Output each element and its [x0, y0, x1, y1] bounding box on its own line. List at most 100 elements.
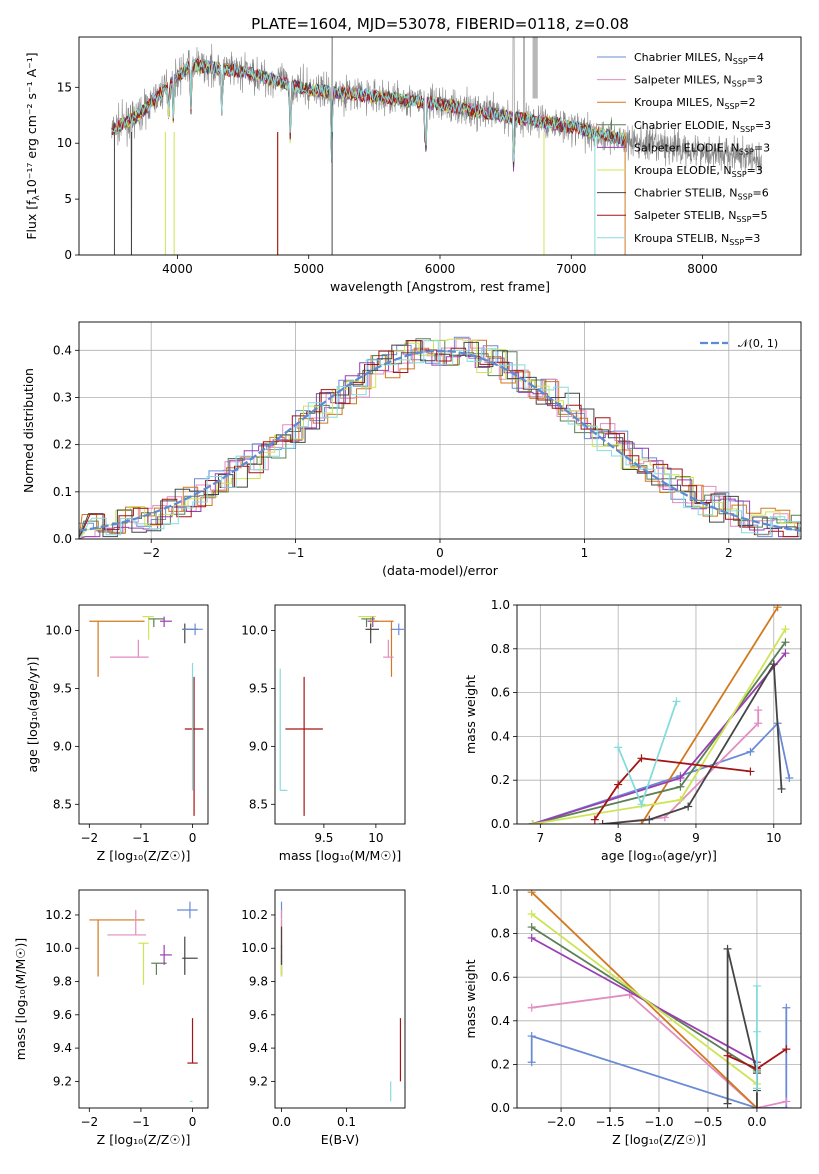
y-tick-label: 0 — [64, 248, 72, 262]
x-tick-label: −2 — [142, 546, 160, 560]
axes-frame — [516, 889, 802, 1109]
legend-label-main: Salpeter STELIB, N — [634, 209, 736, 222]
y-tick-label: 9.2 — [249, 1074, 268, 1088]
marker-kroupa_elodie — [528, 820, 537, 824]
legend-normal-label: 𝒩(0, 1) — [738, 337, 778, 350]
marker-salpeter_elodie — [676, 774, 685, 783]
x-tick-label: 9.5 — [314, 831, 333, 845]
legend-label-sub: SSP — [736, 215, 751, 224]
legend-label: Kroupa ELODIE, NSSP=3 — [634, 164, 763, 179]
x-tick-label: 4000 — [162, 262, 193, 276]
x-tick-label: 8000 — [687, 262, 718, 276]
legend-label-sub: SSP — [732, 80, 747, 89]
histogram-salpeter_miles — [79, 337, 801, 539]
legend-label-sub: SSP — [729, 238, 744, 247]
axes-frame — [274, 889, 406, 1109]
histogram-kroupa_stelib — [79, 340, 801, 539]
axes-frame — [78, 321, 802, 540]
x-tick-label: 2 — [725, 546, 733, 560]
axes-frame — [516, 604, 802, 825]
marker-salpeter_elodie — [781, 649, 790, 658]
legend-label: Kroupa STELIB, NSSP=3 — [634, 232, 760, 247]
y-tick-label: 9.0 — [249, 739, 268, 753]
y-tick-label: 0.0 — [491, 1101, 510, 1115]
marker-chabrier_elodie — [781, 638, 790, 647]
marker-salpeter_miles — [754, 706, 763, 715]
y-tick-label: 9.4 — [249, 1041, 268, 1055]
marker-chabrier_miles — [785, 774, 794, 783]
y-tick-label: 10.0 — [45, 941, 72, 955]
y-tick-label: 0.6 — [491, 686, 510, 700]
marker-salpeter_stelib — [746, 767, 755, 776]
y-tick-label: 15 — [57, 80, 72, 94]
axes-mass_vs_ebv: 0.0 0.1 9.2 9.4 9.6 9.8 10.0 10.2 E(B-V) — [241, 889, 406, 1147]
y-axis-label: age [log₁₀(age/yr)] — [25, 657, 40, 773]
legend-label: Chabrier ELODIE, NSSP=3 — [634, 119, 771, 134]
marker-chabrier_stelib — [723, 944, 732, 953]
x-tick-label: 0.1 — [337, 1115, 356, 1129]
marker-kroupa_miles — [527, 890, 536, 897]
y-tick-label: 10.2 — [241, 908, 268, 922]
y-tick-label: 9.5 — [249, 681, 268, 695]
plot-area — [89, 615, 204, 816]
x-tick-label: −1 — [132, 1115, 150, 1129]
marker-chabrier_stelib — [723, 1099, 732, 1108]
marker-chabrier_elodie — [527, 923, 536, 932]
marker-salpeter_stelib — [590, 815, 599, 824]
y-tick-label: 0.4 — [53, 343, 72, 357]
marker-kroupa_stelib — [672, 697, 681, 706]
marker-chabrier_stelib — [598, 820, 607, 824]
legend-label-sub: SSP — [738, 193, 753, 202]
x-tick-label: 0 — [189, 831, 197, 845]
y-tick-label: 0.4 — [491, 1014, 510, 1028]
legend-label: Chabrier STELIB, NSSP=6 — [634, 187, 769, 202]
marker-salpeter_stelib — [614, 780, 623, 789]
x-tick-label: −1 — [132, 831, 150, 845]
axes-residual_hist: −2 −1 0 1 2 0.0 0.1 0.2 0.3 0.4 (data-model)/error… — [21, 321, 802, 578]
y-tick-label: 0.2 — [491, 1057, 510, 1071]
y-tick-label: 1.0 — [491, 598, 510, 612]
plot-area — [89, 901, 198, 1102]
legend-label-tail: =4 — [748, 51, 764, 64]
marker-kroupa_elodie — [527, 909, 536, 918]
series-chabrier_miles — [530, 1007, 788, 1108]
y-tick-label: 10.0 — [241, 623, 268, 637]
x-tick-label: 0.0 — [747, 1115, 766, 1129]
y-tick-label: 0.3 — [53, 390, 72, 404]
x-tick-label: −1.0 — [644, 1115, 673, 1129]
legend-label-main: Salpeter ELODIE, N — [634, 141, 739, 154]
y-tick-label: 9.4 — [53, 1041, 72, 1055]
x-tick-label: 7 — [537, 831, 545, 845]
y-tick-label: 9.6 — [249, 1008, 268, 1022]
legend-label-main: Chabrier MILES, N — [634, 51, 733, 64]
legend-label-tail: =3 — [755, 119, 771, 132]
y-tick-label: 8.5 — [249, 797, 268, 811]
x-tick-label: 8 — [614, 831, 622, 845]
legend-label-tail: =2 — [739, 96, 755, 109]
marker-salpeter_stelib — [637, 754, 646, 763]
legend-label: Salpeter ELODIE, NSSP=3 — [634, 141, 770, 156]
marker-chabrier_stelib — [777, 784, 786, 793]
axes-age_vs_mass: 9.5 10 8.5 9.0 9.5 10.0 mass [log₁₀(M/M☉)] — [241, 604, 406, 863]
legend-label-main: Kroupa STELIB, N — [634, 232, 729, 245]
y-tick-label: 0.8 — [491, 642, 510, 656]
marker-chabrier_stelib — [752, 1104, 761, 1108]
marker-kroupa_elodie — [676, 795, 685, 804]
legend-label-sub: SSP — [740, 125, 755, 134]
histogram-salpeter_elodie — [79, 350, 801, 539]
figure-title: PLATE=1604, MJD=53078, FIBERID=0118, z=0… — [251, 15, 629, 33]
x-tick-label: −2 — [80, 1115, 98, 1129]
y-label-part: Flux [f — [24, 200, 39, 240]
marker-salpeter_miles — [754, 719, 763, 728]
marker-salpeter_miles — [782, 1097, 791, 1106]
y-tick-label: 8.5 — [53, 797, 72, 811]
legend-label-sub: SSP — [724, 102, 739, 111]
marker-salpeter_stelib — [782, 1045, 791, 1054]
y-label-sub: λ — [32, 194, 42, 200]
x-axis-label: Z [log₁₀(Z/Z☉)] — [97, 848, 191, 863]
marker-kroupa_elodie — [781, 625, 790, 634]
plot-area — [517, 605, 801, 824]
marker-chabrier_miles — [782, 1003, 791, 1012]
x-axis-label: mass [log₁₀(M/M☉)] — [279, 848, 401, 863]
